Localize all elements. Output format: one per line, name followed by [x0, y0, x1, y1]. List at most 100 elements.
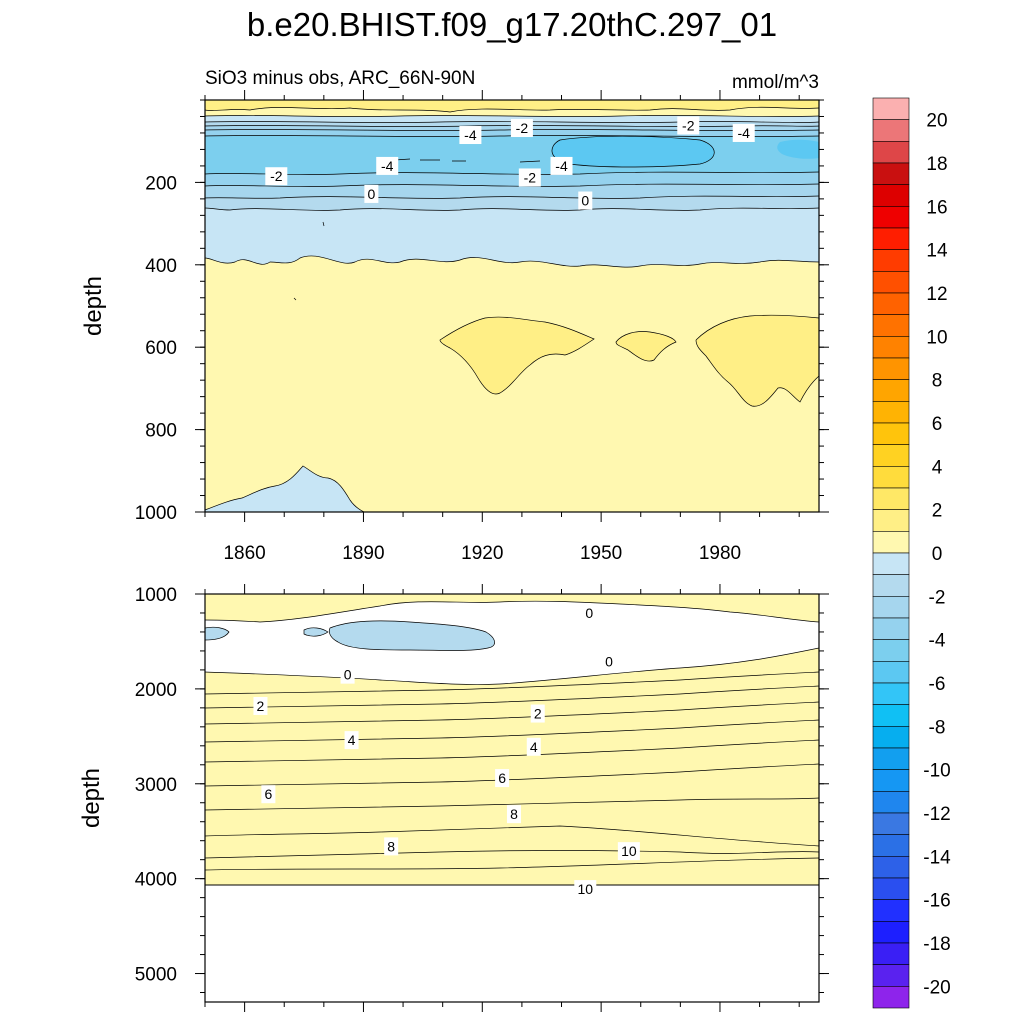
contour-line [205, 129, 819, 131]
colorbar-box [872, 466, 910, 489]
contour-label-box [376, 156, 399, 175]
deep-ocean-panel: 1000 2000 3000 4000 5000 0 0 0 2 2 4 4 6 6 8 8 10 10 dep… [78, 584, 829, 1012]
deep-plot-frame [204, 593, 820, 1003]
colorbar-tick-label: 20 [926, 111, 947, 132]
deep-contour-field [205, 594, 819, 1002]
contour-label-box [578, 191, 593, 210]
colorbar-tick-label: 12 [926, 284, 947, 305]
contour-label-box [617, 842, 640, 861]
colorbar-box [872, 899, 910, 922]
contour-label-box [344, 731, 359, 750]
contour-label-box [253, 696, 268, 715]
colorbar-box [872, 444, 910, 467]
contour-line [205, 195, 819, 199]
contour-line [205, 135, 819, 137]
colorbar-tick-label: 18 [926, 154, 947, 175]
contour-label: 2 [534, 706, 542, 722]
colorbar-box [872, 639, 910, 662]
colorbar-box [872, 596, 910, 619]
upper-plot-frame [204, 99, 820, 513]
y-tick-label: 5000 [135, 965, 177, 986]
colorbar-box [872, 552, 910, 575]
contour-line [205, 600, 819, 623]
upper-ocean-panel: SiO3 minus obs, ARC_66N-90N mmol/m^3 [80, 68, 829, 564]
contour-line [615, 331, 677, 362]
contour-label: 0 [344, 667, 352, 683]
positive-patch [440, 317, 594, 394]
colorbar-box [872, 574, 910, 597]
colorbar-box [872, 921, 910, 944]
colorbar-tick-label: 16 [926, 197, 947, 218]
top-positive-strip [205, 594, 819, 622]
x-tick-label: 1980 [699, 543, 741, 564]
negative-patch [329, 620, 495, 651]
colorbar-box [872, 336, 910, 359]
x-tick-label: 1920 [461, 543, 503, 564]
contour-line [205, 719, 819, 743]
colorbar-box [872, 314, 910, 337]
contour-line [205, 825, 819, 847]
colorbar-box [872, 271, 910, 294]
colorbar-box [872, 942, 910, 965]
colorbar-tick-label: 8 [932, 371, 943, 392]
negative-patch [304, 627, 328, 637]
contour-label-box [506, 805, 521, 824]
contour-label-box [574, 880, 597, 899]
contour-label-box [677, 116, 700, 135]
contour-label: 0 [585, 605, 593, 621]
colorbar-tick-label: -12 [923, 804, 950, 825]
colorbar-box [872, 422, 910, 445]
x-tick-label: 1950 [580, 543, 622, 564]
contour-line [205, 763, 819, 787]
colorbar-box [872, 141, 910, 164]
y-tick-label: 400 [145, 256, 177, 277]
contour-label: 4 [348, 732, 356, 748]
upper-y-axis-title: depth [80, 276, 107, 336]
colorbar-box [872, 531, 910, 554]
contour-label: 0 [605, 653, 613, 669]
colorbar-tick-label: -6 [929, 674, 946, 695]
contour-label-box [510, 119, 533, 138]
units-label: mmol/m^3 [732, 72, 819, 93]
colorbar-tick-label: 4 [932, 457, 943, 478]
contour-label: -2 [270, 168, 283, 184]
colorbar-tick-label: -16 [923, 891, 950, 912]
contour-label-box [364, 184, 379, 203]
contour-label-box [526, 737, 541, 756]
figure-title: b.e20.BHIST.f09_g17.20thC.297_01 [247, 6, 777, 43]
contour-line [205, 671, 819, 695]
contour-label-box [261, 785, 276, 804]
contour-label-box [459, 126, 482, 145]
colorbar-tick-label: -10 [923, 761, 950, 782]
colorbar-tick-label: 0 [932, 544, 943, 565]
colorbar-tick-label: 2 [932, 501, 943, 522]
contour-label: -4 [464, 127, 477, 143]
no-data-region [205, 885, 819, 1002]
colorbar-box [872, 487, 910, 510]
contour-label-box [602, 652, 617, 671]
colorbar-box [872, 184, 910, 207]
contour-label-box [518, 168, 541, 187]
colorbar-box [872, 812, 910, 835]
colorbar-tick-label: -4 [929, 631, 946, 652]
contour-label: -2 [682, 118, 695, 134]
y-tick-label: 3000 [135, 775, 177, 796]
colorbar-box [872, 661, 910, 684]
negative-core [551, 136, 715, 167]
y-tick-label: 600 [145, 338, 177, 359]
colorbar-tick-labels: 20181614121086420-2-4-6-8-10-12-14-16-18… [923, 111, 951, 999]
contour-line [695, 314, 819, 407]
contour-line [205, 850, 819, 859]
colorbar-box [872, 162, 910, 185]
panel-subtitle: SiO3 minus obs, ARC_66N-90N [205, 68, 475, 89]
contour-label: 4 [530, 739, 538, 755]
contour-label-box [384, 837, 399, 856]
colorbar-box [872, 97, 910, 120]
contour-line [205, 465, 365, 512]
contour-line [303, 627, 329, 637]
deep-contour-labels: 0 0 0 2 2 4 4 6 6 8 8 10 10 [253, 603, 640, 899]
contour-label-box [265, 167, 288, 186]
colorbar-box [872, 357, 910, 380]
deep-y-axis-title: depth [78, 768, 105, 828]
